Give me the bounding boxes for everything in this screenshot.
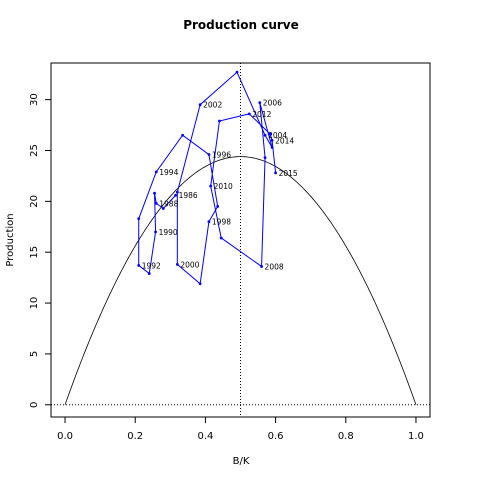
- data-point: [154, 230, 157, 234]
- year-label: 2006: [263, 99, 282, 108]
- data-point: [258, 101, 262, 105]
- data-point: [263, 133, 267, 137]
- series-line: [138, 71, 277, 285]
- year-label: 1998: [212, 218, 231, 227]
- year-label: 2015: [279, 169, 298, 178]
- plot-frame: [50, 62, 431, 418]
- y-tick-label: 0: [29, 402, 40, 408]
- y-tick-label: 5: [29, 351, 40, 357]
- data-point: [268, 132, 272, 136]
- year-label: 1994: [159, 168, 178, 177]
- chart-title: Production curve: [183, 18, 299, 32]
- y-axis-label: Production: [5, 213, 16, 266]
- year-label: 2000: [180, 260, 199, 269]
- y-tick-label: 15: [29, 246, 40, 259]
- data-point: [270, 138, 274, 142]
- year-label: 1990: [159, 228, 178, 237]
- data-point: [198, 103, 202, 107]
- data-point: [247, 112, 251, 116]
- year-label: 1996: [212, 151, 231, 160]
- data-point: [219, 236, 223, 240]
- x-tick-label: 0.4: [197, 431, 213, 442]
- data-point: [207, 220, 211, 224]
- data-point: [198, 282, 202, 286]
- year-label: 2012: [252, 110, 271, 119]
- data-point: [161, 207, 165, 210]
- data-point: [137, 264, 141, 267]
- data-point: [216, 205, 220, 208]
- data-point: [181, 133, 184, 137]
- year-label: 1988: [159, 199, 178, 208]
- year-label: 2014: [275, 136, 294, 145]
- year-label: 2004: [268, 131, 287, 140]
- data-point: [154, 201, 158, 205]
- data-point: [260, 265, 263, 268]
- x-tick-label: 0.6: [268, 431, 284, 442]
- year-label: 1986: [179, 191, 198, 200]
- year-label: 1992: [142, 261, 161, 270]
- data-point: [154, 170, 158, 174]
- y-tick-label: 30: [29, 93, 40, 106]
- year-label: 2002: [203, 101, 222, 110]
- data-point: [175, 190, 179, 194]
- x-axis-label: B/K: [233, 456, 250, 467]
- y-tick-label: 20: [29, 195, 40, 208]
- y-tick-label: 10: [29, 297, 40, 310]
- data-point: [147, 272, 151, 275]
- production-curve-line: [64, 156, 417, 405]
- year-label: 2008: [265, 262, 284, 271]
- x-tick-label: 0.0: [57, 431, 73, 442]
- data-point: [270, 146, 274, 149]
- data-point: [207, 153, 211, 156]
- data-point: [263, 156, 267, 160]
- data-point: [235, 70, 239, 74]
- data-point: [174, 193, 177, 197]
- data-point: [137, 217, 141, 221]
- data-point: [175, 263, 179, 266]
- year-label: 2010: [214, 182, 233, 191]
- x-tick-label: 0.8: [338, 431, 354, 442]
- data-point: [218, 119, 221, 123]
- y-tick-label: 25: [29, 144, 40, 157]
- data-point: [153, 191, 156, 195]
- data-point: [209, 184, 213, 188]
- x-tick-label: 1.0: [408, 431, 424, 442]
- x-tick-label: 0.2: [127, 431, 143, 442]
- data-point: [274, 171, 277, 175]
